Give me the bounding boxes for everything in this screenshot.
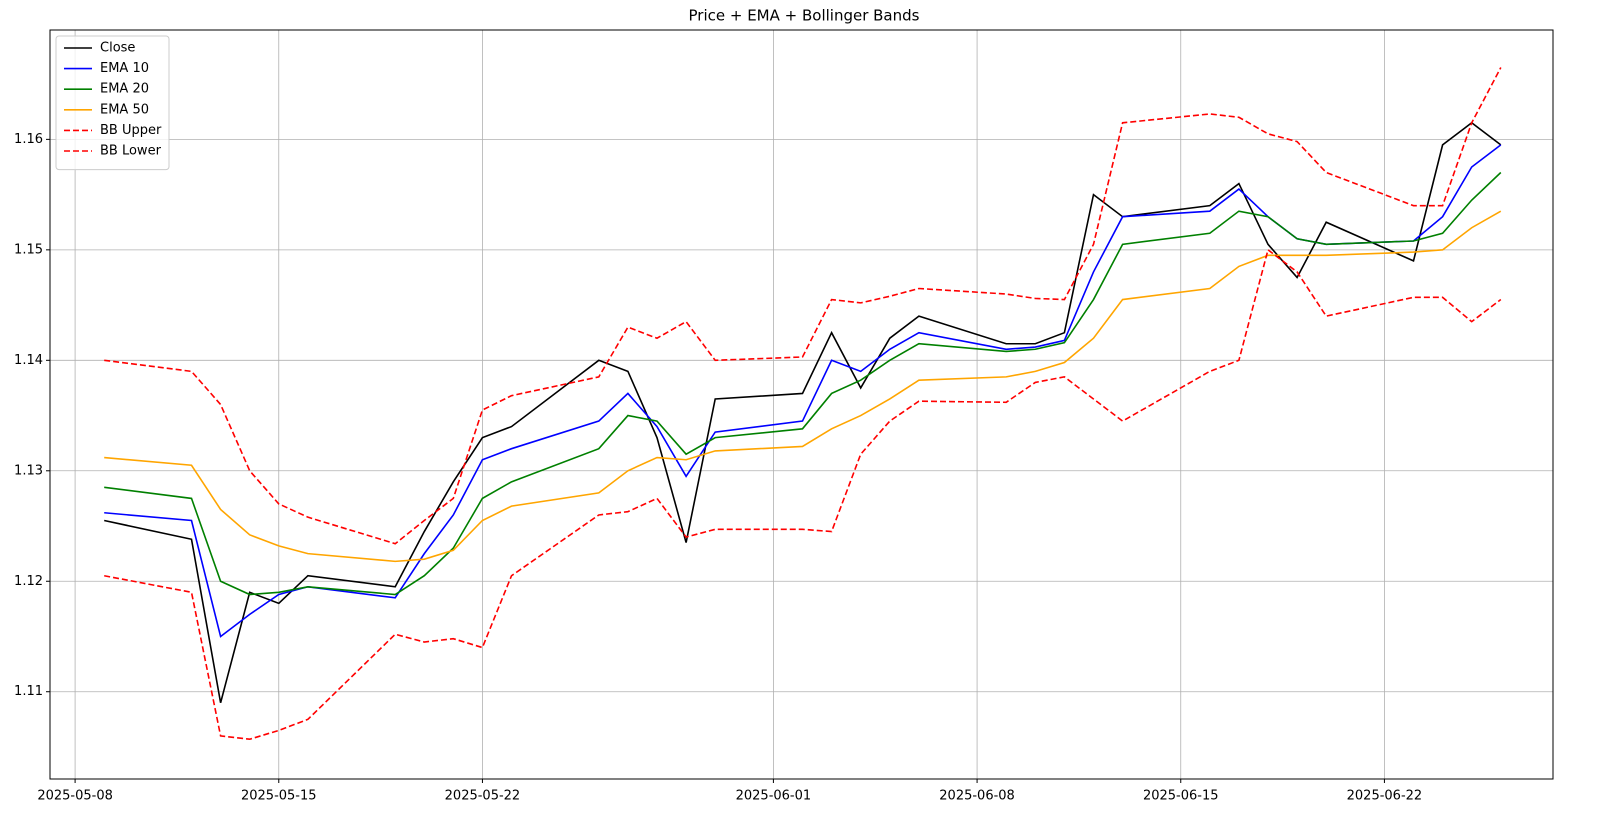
legend-label: EMA 20	[100, 82, 149, 97]
y-tick-label: 1.13	[14, 463, 43, 478]
y-tick-label: 1.14	[14, 353, 43, 368]
legend-label: EMA 10	[100, 61, 149, 76]
series-line	[104, 67, 1502, 545]
x-tick-label: 2025-06-15	[1143, 789, 1219, 804]
y-tick-label: 1.11	[14, 684, 43, 699]
series-line	[104, 210, 1502, 563]
x-tick-label: 2025-05-08	[37, 789, 113, 804]
plot-area	[50, 30, 1553, 779]
legend-label: BB Upper	[100, 123, 162, 138]
chart-title: Price + EMA + Bollinger Bands	[689, 7, 920, 25]
legend-label: EMA 50	[100, 102, 149, 117]
legend-box	[55, 35, 170, 171]
x-tick-label: 2025-06-01	[736, 789, 812, 804]
legend-label: Close	[100, 41, 135, 56]
y-tick-label: 1.15	[14, 242, 43, 257]
x-tick-label: 2025-06-08	[939, 789, 1015, 804]
series-line	[104, 171, 1502, 596]
series-line	[104, 248, 1502, 741]
x-tick-label: 2025-06-22	[1347, 789, 1423, 804]
y-tick-label: 1.16	[14, 132, 43, 147]
plot-frame	[49, 29, 1554, 780]
x-tick-label: 2025-05-15	[241, 789, 317, 804]
x-tick-label: 2025-05-22	[445, 789, 521, 804]
y-tick-label: 1.12	[14, 574, 43, 589]
legend-label: BB Lower	[100, 144, 162, 159]
legend: Close EMA 10 EMA 20 EMA 50 BB Upper BB Lower	[55, 35, 170, 171]
